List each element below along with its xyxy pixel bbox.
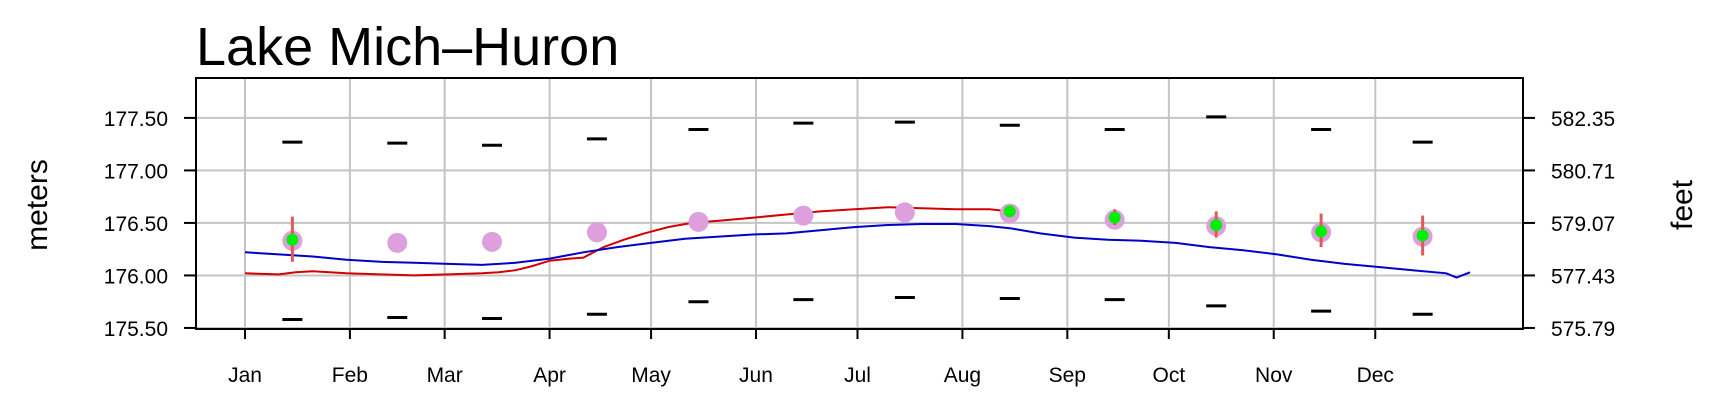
forecast-point bbox=[1108, 211, 1121, 224]
x-tick-label: Jun bbox=[739, 364, 773, 387]
forecast-point bbox=[1210, 219, 1223, 232]
y-right-tick-label: 577.43 bbox=[1551, 265, 1615, 288]
mean-dot bbox=[586, 222, 607, 243]
x-tick-label: Jul bbox=[844, 364, 871, 387]
y-left-tick-label: 176.00 bbox=[104, 265, 168, 288]
x-tick-label: Jan bbox=[228, 364, 262, 387]
y-axis-left-title: meters bbox=[21, 159, 54, 251]
forecast-markers bbox=[286, 205, 1429, 262]
data-series bbox=[244, 206, 1471, 279]
forecast-point bbox=[1003, 205, 1016, 218]
y-left-tick-label: 176.50 bbox=[104, 213, 168, 236]
x-tick-label: Oct bbox=[1152, 364, 1185, 387]
forecast-point bbox=[286, 233, 299, 246]
x-tick-label: Sep bbox=[1049, 364, 1086, 387]
axes bbox=[184, 116, 1535, 339]
mean-dot bbox=[387, 232, 408, 253]
mean-dot bbox=[688, 211, 709, 232]
forecast-point bbox=[1416, 229, 1429, 242]
y-right-tick-label: 579.07 bbox=[1551, 213, 1615, 236]
series-line bbox=[244, 223, 1471, 279]
tick-labels: Jan Feb Mar Apr May Jun Jul Aug Sep Oct Nov Dec 175.… bbox=[104, 108, 1615, 387]
x-tick-label: Apr bbox=[533, 364, 566, 387]
mean-markers bbox=[282, 202, 1433, 253]
y-left-tick-label: 177.50 bbox=[104, 108, 168, 131]
x-tick-label: Feb bbox=[332, 364, 368, 387]
mean-dot bbox=[482, 231, 503, 252]
mean-dot bbox=[894, 202, 915, 223]
mean-dot bbox=[793, 205, 814, 226]
chart-title: Lake Mich–Huron bbox=[196, 17, 619, 77]
plot-frame bbox=[195, 77, 1524, 330]
x-tick-label: Mar bbox=[427, 364, 463, 387]
x-tick-label: Dec bbox=[1357, 364, 1394, 387]
x-tick-label: Nov bbox=[1255, 364, 1293, 387]
y-axis-right-title: feet bbox=[1666, 179, 1699, 230]
series-line bbox=[244, 206, 1010, 277]
y-right-tick-label: 575.79 bbox=[1551, 318, 1615, 341]
y-right-tick-label: 580.71 bbox=[1551, 160, 1615, 183]
record-marks bbox=[282, 115, 1433, 322]
x-tick-label: May bbox=[631, 364, 671, 387]
x-tick-label: Aug bbox=[944, 364, 981, 387]
y-right-tick-label: 582.35 bbox=[1551, 108, 1615, 131]
forecast-point bbox=[1315, 225, 1328, 238]
y-left-tick-label: 175.50 bbox=[104, 318, 168, 341]
y-left-tick-label: 177.00 bbox=[104, 160, 168, 183]
grid-lines bbox=[196, 78, 1523, 329]
